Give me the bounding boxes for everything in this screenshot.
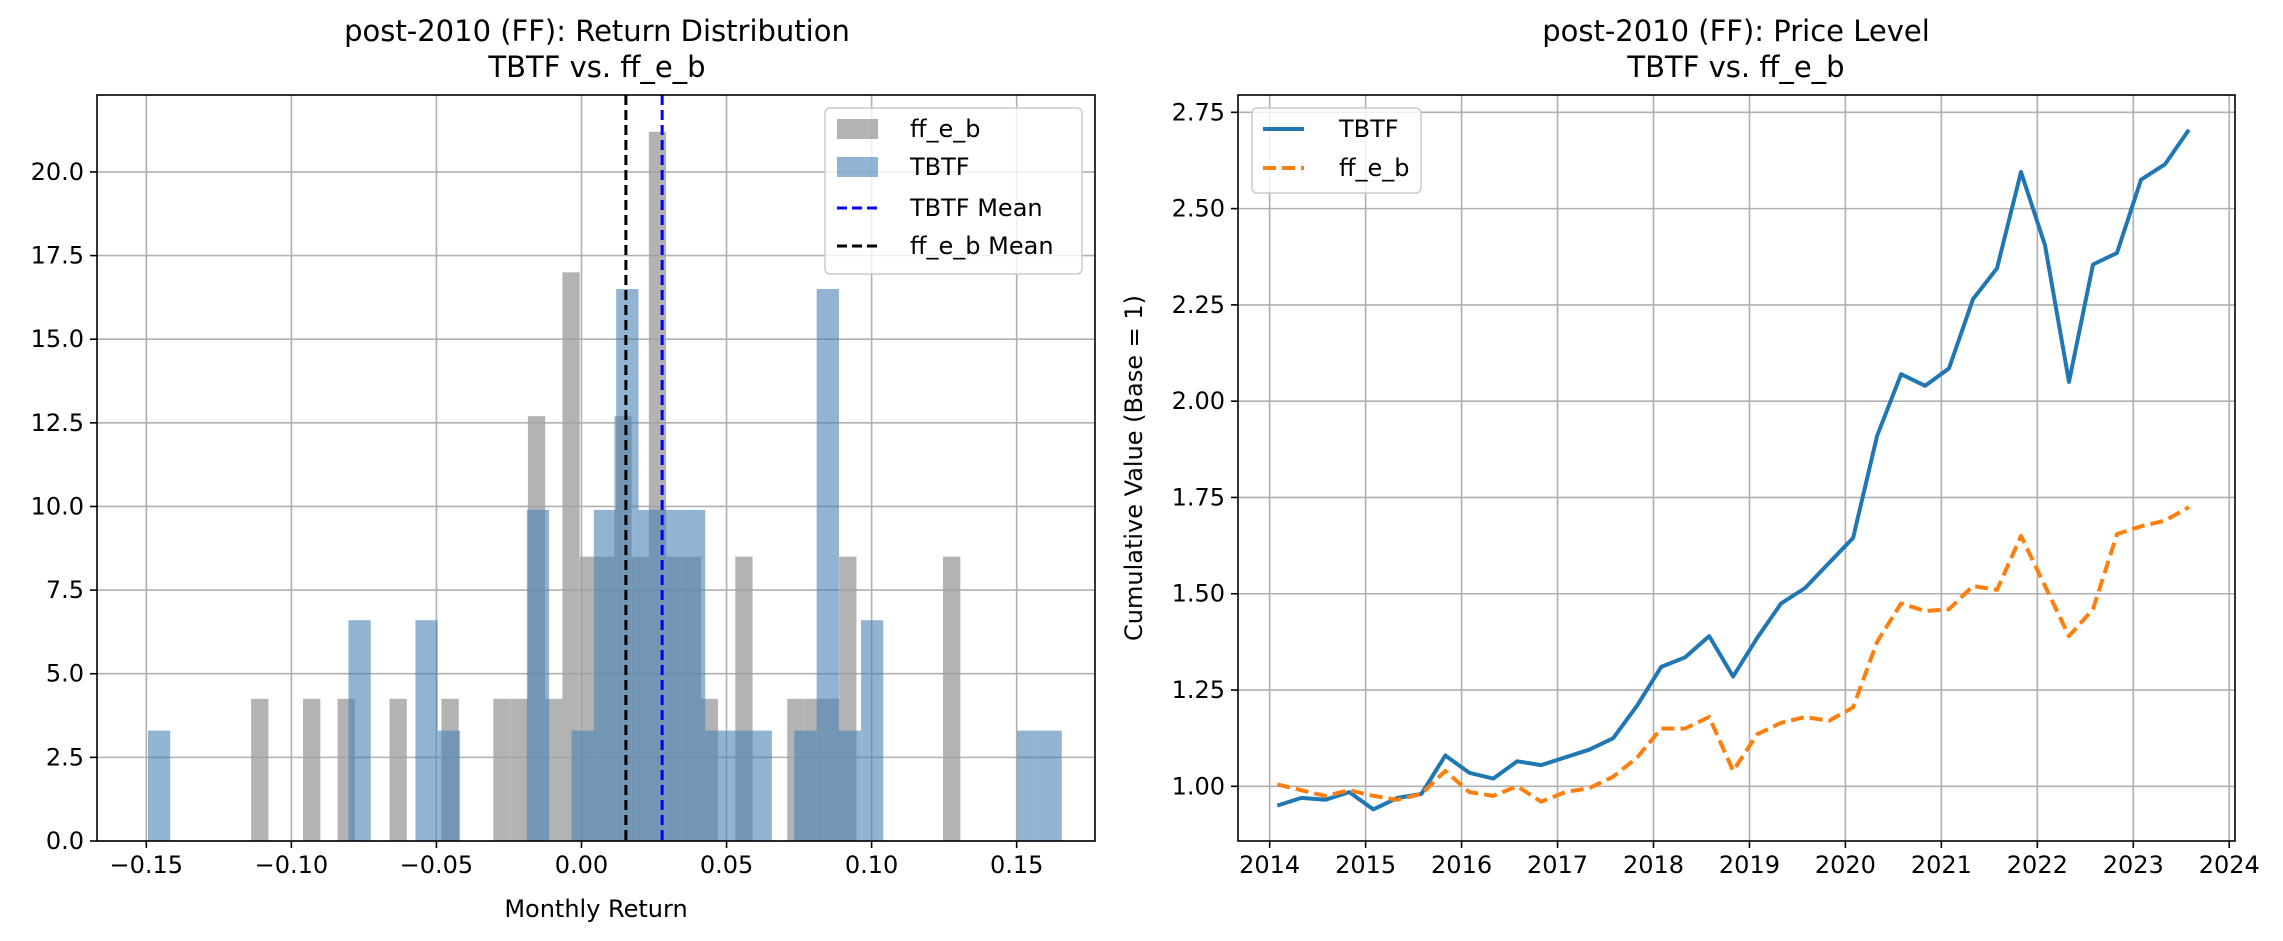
line-y-tick-label: 1.75 [1172,483,1225,511]
hist-bar-ff-e-b [545,698,563,841]
hist-bar-tbtf [415,620,438,841]
hist-x-tick-label: −0.10 [255,851,329,879]
line-y-tick-label: 2.25 [1172,291,1225,319]
hist-bar-ff-e-b [562,272,580,842]
hist-bar-tbtf [1039,730,1062,841]
hist-bar-ff-e-b [493,698,511,841]
hist-bar-tbtf [437,730,461,841]
hist-x-tick-label: 0.00 [555,851,608,879]
hist-y-tick-label: 5.0 [46,660,84,688]
hist-bar-tbtf [526,509,550,841]
hist-y-tick-label: 0.0 [46,827,84,855]
line-x-tick-label: 2024 [2199,851,2260,879]
hist-bar-ff-e-b [510,698,529,841]
hist-x-tick-label: 0.10 [845,851,898,879]
hist-bar-ff-e-b [943,556,961,841]
line-plot-frame [1237,94,2236,842]
legend-label-tbtf: TBTF [909,153,970,181]
hist-bar-tbtf [1017,730,1040,841]
line-x-tick-label: 2021 [1911,851,1972,879]
histogram-mean-lines [624,95,664,841]
hist-y-tick-label: 7.5 [46,576,84,604]
line-x-tick-label: 2020 [1815,851,1876,879]
line-y-tick-label: 2.50 [1172,195,1225,223]
legend-label-ff-e-b: ff_e_b [910,115,981,143]
hist-y-tick-label: 15.0 [31,325,84,353]
hist-bar-tbtf [727,730,750,841]
histogram-ticks: −0.15 −0.10 −0.05 0.00 0.05 0.10 0.15 0.0 2.5 5.0… [31,158,1044,879]
hist-bar-tbtf [593,509,617,841]
hist-bar-tbtf [838,730,861,841]
hist-bar-tbtf [571,730,594,841]
line-y-tick-label: 1.00 [1172,772,1225,800]
hist-bar-tbtf [682,509,706,841]
line-y-tick-label: 1.25 [1172,676,1225,704]
line-x-tick-label: 2023 [2103,851,2164,879]
hist-bar-ff-e-b [251,698,269,841]
histogram-legend-frame [824,107,1083,275]
line-x-tick-label: 2015 [1335,851,1396,879]
price-level-chart: post-2010 (FF): Price Level TBTF vs. ff_… [1120,14,2260,879]
line-x-tick-label: 2014 [1239,851,1300,879]
line-ticks: 2014 2015 2016 2017 2018 2019 2020 2021 2022 2023… [1172,98,2260,879]
hist-y-tick-label: 12.5 [31,409,84,437]
line-ylabel: Cumulative Value (Base = 1) [1120,295,1148,641]
hist-bar-tbtf [147,730,171,841]
legend-label-ff-e-b-mean: ff_e_b Mean [910,232,1054,260]
series-line-tbtf [1276,128,2191,812]
histogram-xlabel: Monthly Return [504,895,687,923]
legend-label-line-tbtf: TBTF [1338,115,1399,143]
hist-bar-tbtf [749,730,772,841]
hist-bar-tbtf [638,509,661,841]
hist-x-tick-label: 0.05 [700,851,753,879]
legend-label-line-ff-e-b: ff_e_b [1339,154,1410,182]
line-series [1276,128,2191,812]
hist-y-tick-label: 2.5 [46,743,84,771]
hist-x-tick-label: 0.15 [990,851,1043,879]
histogram-legend: ff_e_b TBTF TBTF Mean ff_e_b Mean [824,107,1083,275]
legend-swatch-ff-e-b [837,119,878,139]
line-grid [1238,95,2235,841]
histogram-plot-frame [96,94,1096,842]
hist-x-tick-label: −0.15 [110,851,184,879]
hist-bar-tbtf [816,289,839,841]
hist-bar-ff-e-b [303,698,321,841]
histogram-title-line2: TBTF vs. ff_e_b [487,50,705,84]
line-x-tick-label: 2017 [1527,851,1588,879]
line-x-tick-label: 2016 [1431,851,1492,879]
hist-bar-ff-e-b [389,698,407,841]
line-x-tick-label: 2018 [1623,851,1684,879]
line-y-tick-label: 2.75 [1172,98,1225,126]
series-line-ff-e-b [1276,505,2190,804]
line-y-tick-label: 1.50 [1172,580,1225,608]
hist-y-tick-label: 17.5 [31,242,84,270]
hist-x-tick-label: −0.05 [400,851,474,879]
hist-y-tick-label: 10.0 [31,492,84,520]
hist-y-tick-label: 20.0 [31,158,84,186]
line-title-line2: TBTF vs. ff_e_b [1626,50,1844,84]
histogram-title-line1: post-2010 (FF): Return Distribution [344,14,850,48]
line-legend: TBTF ff_e_b [1251,107,1422,194]
line-x-tick-label: 2022 [2007,851,2068,879]
hist-bar-tbtf [861,620,884,841]
hist-bar-tbtf [705,730,728,841]
legend-swatch-tbtf [837,157,878,177]
hist-bar-tbtf [348,620,371,841]
line-y-tick-label: 2.00 [1172,387,1225,415]
hist-bar-tbtf [660,509,683,841]
line-x-tick-label: 2019 [1719,851,1780,879]
legend-label-tbtf-mean: TBTF Mean [909,194,1043,222]
hist-bar-tbtf [794,730,817,841]
histogram-chart: post-2010 (FF): Return Distribution TBTF… [31,14,1096,923]
line-title-line1: post-2010 (FF): Price Level [1542,14,1930,48]
